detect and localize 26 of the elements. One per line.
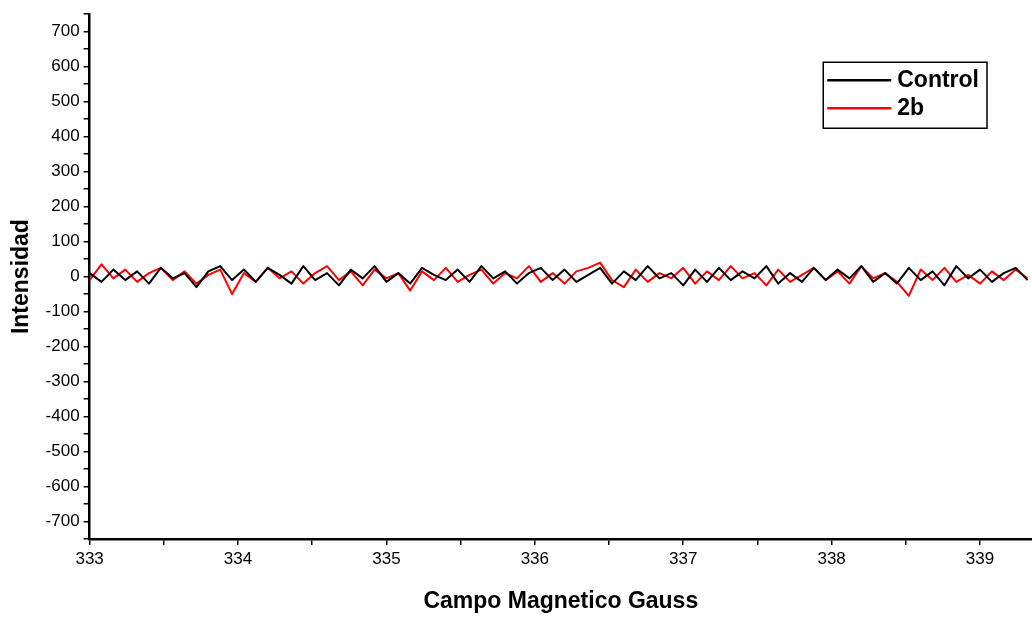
y-tick-label: 400 [51,126,80,146]
y-tick-label: 300 [51,161,80,181]
y-tick-label: -300 [45,371,80,391]
y-tick-label: -200 [45,336,80,356]
y-tick-label: -500 [45,441,80,461]
legend-label: 2b [897,93,925,120]
y-tick-label: 500 [51,91,80,111]
x-axis-title: Campo Magnetico Gauss [423,586,699,613]
y-tick-label: -400 [45,406,80,426]
x-tick-label: 339 [965,548,995,568]
x-tick-label: 338 [817,548,846,568]
x-tick-label: 334 [223,548,253,568]
y-tick-label: -600 [45,476,80,496]
legend-label: Control [897,65,980,92]
x-tick-label: 333 [75,548,104,568]
y-tick-label: 100 [51,231,80,251]
y-tick-label: 0 [70,266,80,286]
y-axis-title: Intensidad [7,219,34,335]
y-tick-label: 700 [51,21,80,41]
x-tick-label: 336 [520,548,550,568]
y-tick-label: 600 [51,56,80,76]
x-tick-label: 335 [372,548,401,568]
x-tick-label: 337 [669,548,698,568]
y-tick-label: -700 [45,511,80,531]
y-tick-label: 200 [51,196,80,216]
y-tick-label: -100 [45,301,80,321]
